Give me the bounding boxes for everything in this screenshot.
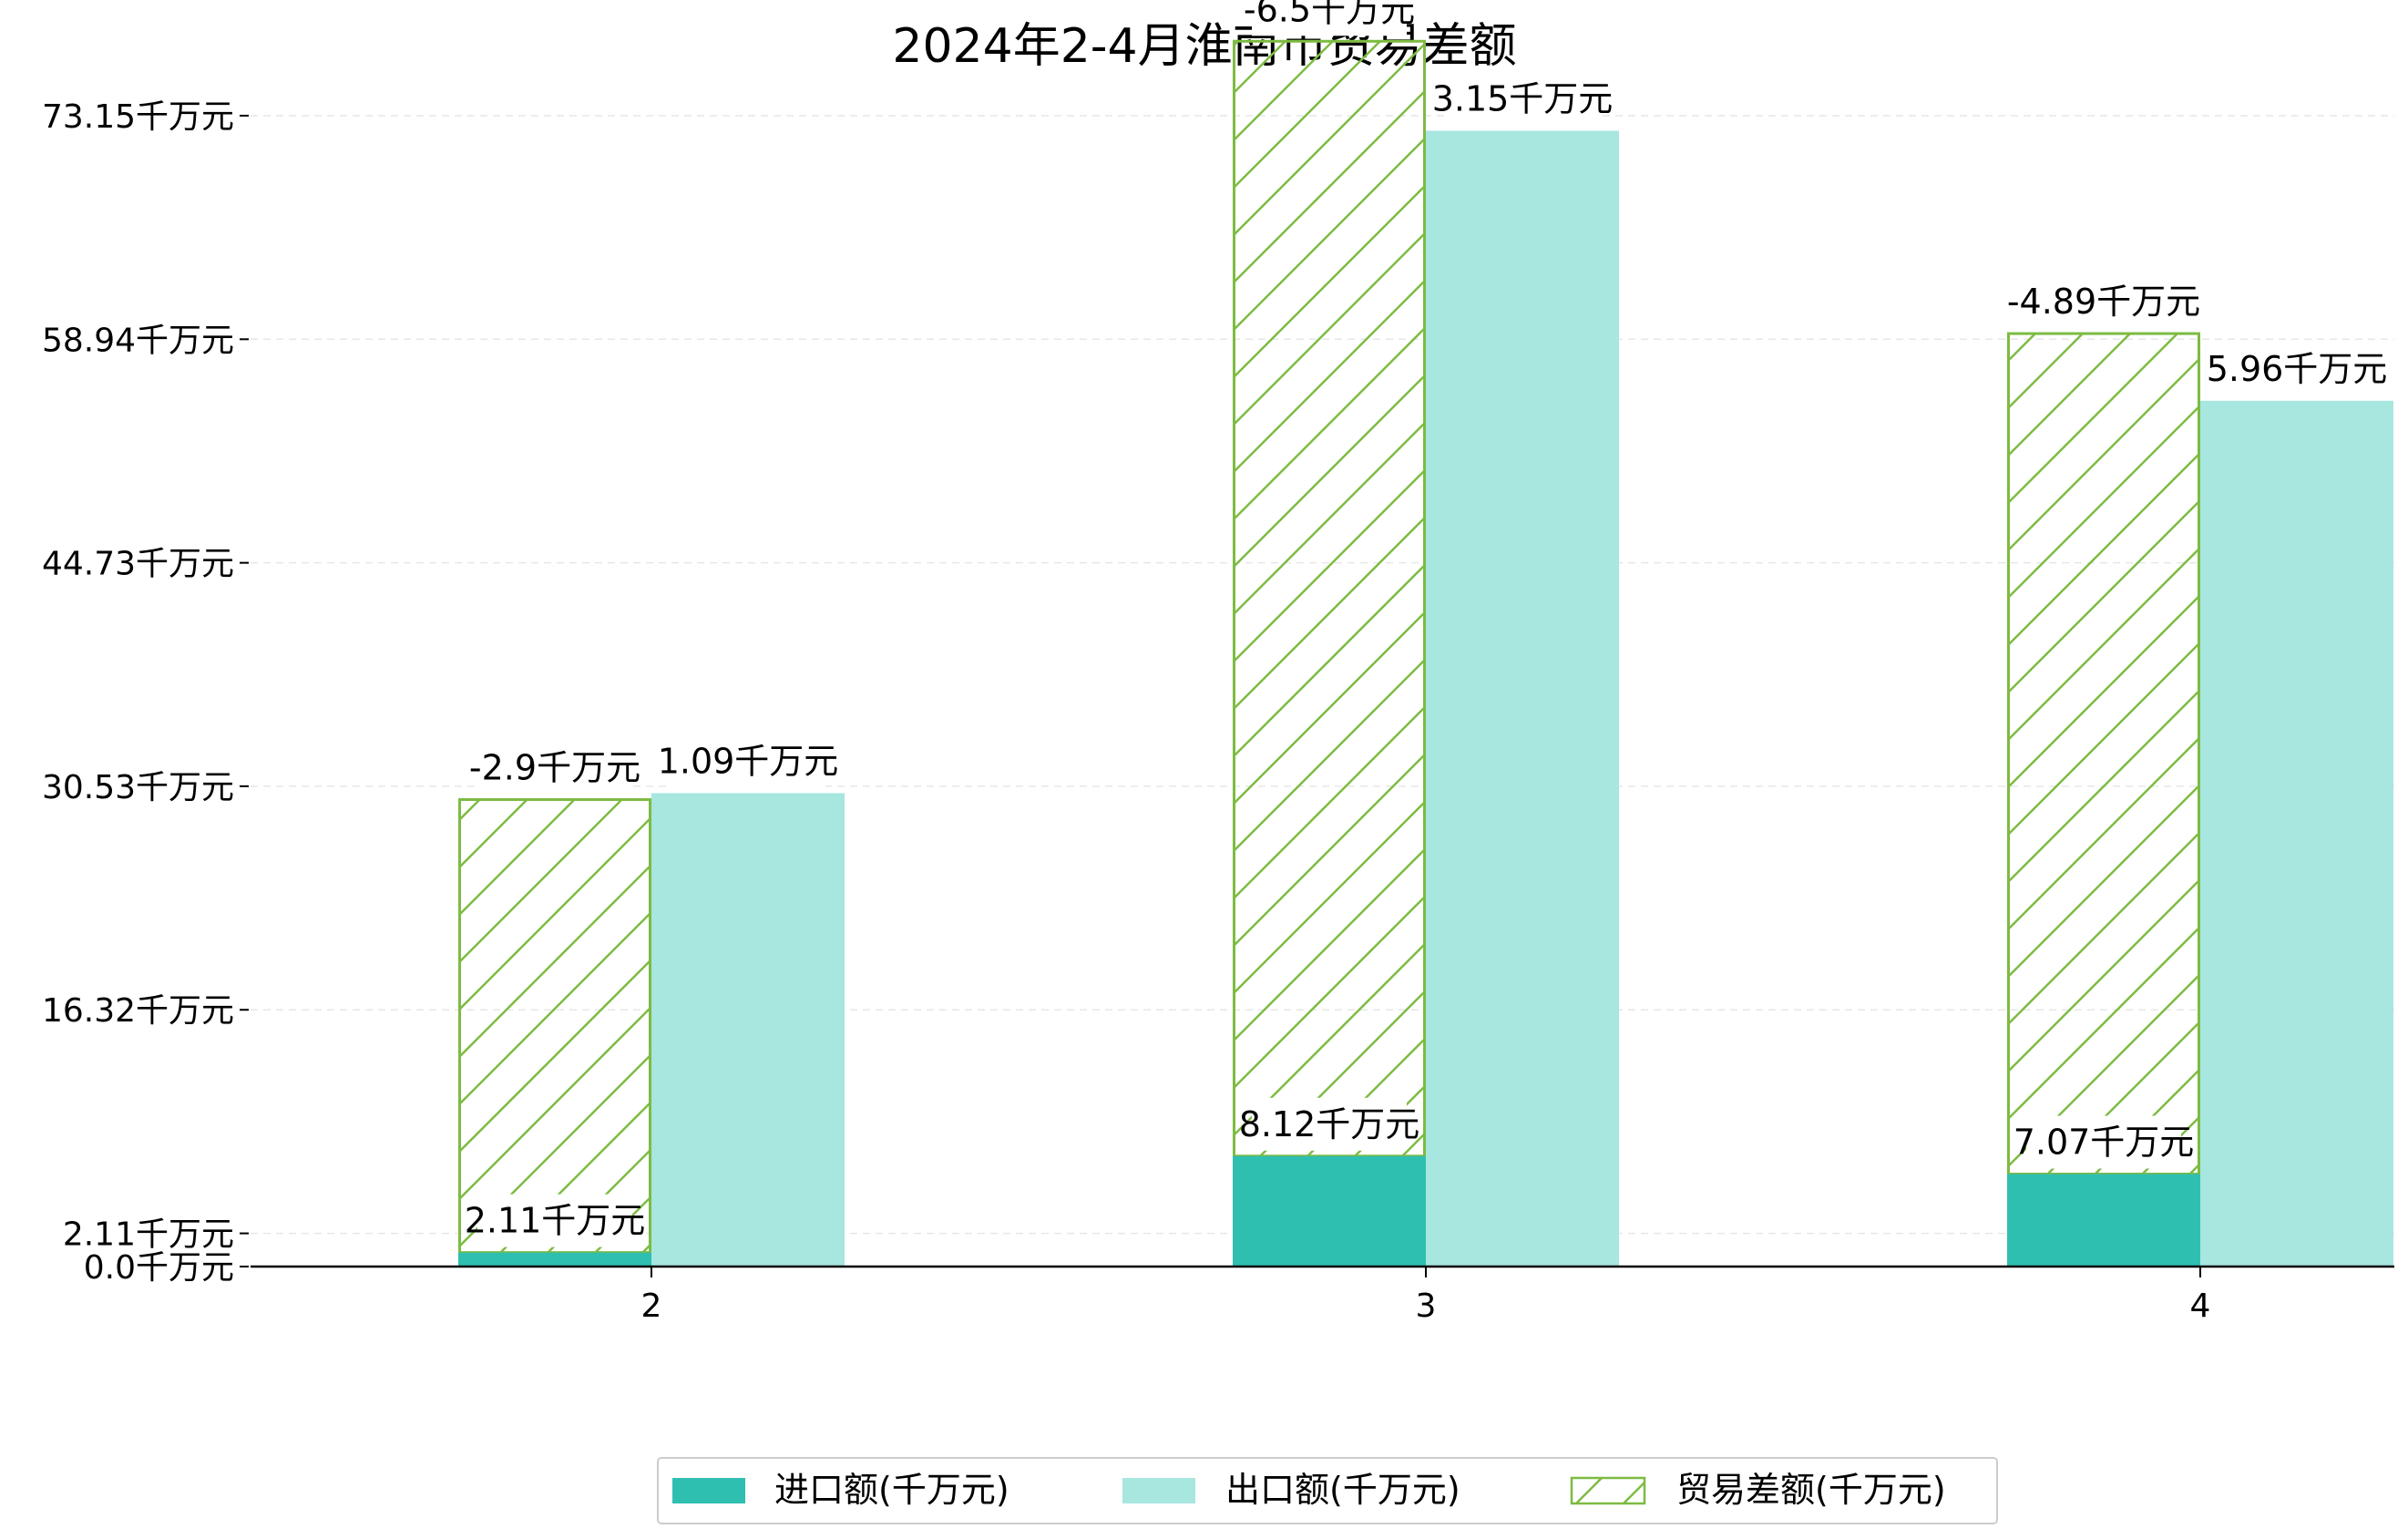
- y-tick-label: 44.73千万元: [42, 546, 234, 583]
- legend-label-import: 进口额(千万元): [774, 1470, 1009, 1510]
- data-label-balance: -2.9千万元: [469, 748, 640, 788]
- data-label-balance-bg: [1252, 0, 1407, 36]
- legend-swatch-balance: [1570, 1476, 1646, 1505]
- data-label-balance-bg: [2016, 275, 2191, 329]
- y-tick-label: 0.0千万元: [84, 1249, 234, 1287]
- y-tick-label: 73.15千万元: [42, 98, 234, 136]
- y-tick-label: 16.32千万元: [42, 992, 234, 1030]
- bar-balance: [458, 798, 651, 1255]
- data-label-import: 7.07千万元: [2013, 1122, 2195, 1162]
- legend-swatch-import: [672, 1478, 745, 1503]
- bar-import: [1233, 1155, 1426, 1267]
- legend-label-balance: 贸易差额(千万元): [1676, 1470, 1946, 1510]
- y-tick-label: 30.53千万元: [42, 769, 234, 806]
- data-label-import: 8.12千万元: [1239, 1104, 1420, 1144]
- bar-export: [651, 793, 845, 1267]
- bar-import: [2007, 1174, 2200, 1267]
- axes: 0.0千万元2.11千万元16.32千万元30.53千万元44.73千万元58.…: [42, 98, 2394, 1325]
- x-tick-label: 4: [2190, 1288, 2211, 1325]
- data-label-balance: -4.89千万元: [2007, 282, 2200, 322]
- legend-box: [657, 1457, 1998, 1524]
- x-tick-label: 3: [1416, 1288, 1437, 1325]
- data-label-balance: -6.5千万元: [1244, 0, 1415, 29]
- bar-balance: [1233, 39, 1426, 1158]
- x-tick-label: 2: [641, 1288, 662, 1325]
- legend-swatch-export: [1122, 1478, 1195, 1503]
- bars: [458, 39, 2393, 1267]
- data-label-export-bg: [2219, 342, 2374, 395]
- data-label-export: 3.15千万元: [1432, 79, 1614, 119]
- data-label-import-bg: [477, 1194, 632, 1247]
- data-label-import-bg: [2026, 1115, 2181, 1169]
- data-label-export-bg: [671, 734, 825, 788]
- legend: 进口额(千万元) 出口额(千万元) 贸易差额(千万元): [657, 1457, 1998, 1524]
- data-label-import: 2.11千万元: [465, 1201, 646, 1241]
- bar-balance: [2007, 332, 2200, 1175]
- data-label-import-bg: [1252, 1097, 1407, 1151]
- y-tick-label: 2.11千万元: [63, 1216, 234, 1254]
- data-label-export-bg: [1445, 72, 1600, 126]
- data-label-export: 5.96千万元: [2207, 349, 2388, 389]
- y-tick-label: 58.94千万元: [42, 322, 234, 359]
- bar-export: [2200, 400, 2393, 1267]
- data-label-export: 1.09千万元: [658, 741, 839, 781]
- data-labels: 2.11千万元 -2.9千万元 1.09千万元 8.12千万元 -6.5千万元 3.15千…: [465, 0, 2388, 1247]
- legend-label-export: 出口额(千万元): [1225, 1470, 1460, 1510]
- bar-export: [1426, 130, 1619, 1267]
- data-label-balance-bg: [477, 741, 632, 795]
- bar-import: [458, 1252, 651, 1267]
